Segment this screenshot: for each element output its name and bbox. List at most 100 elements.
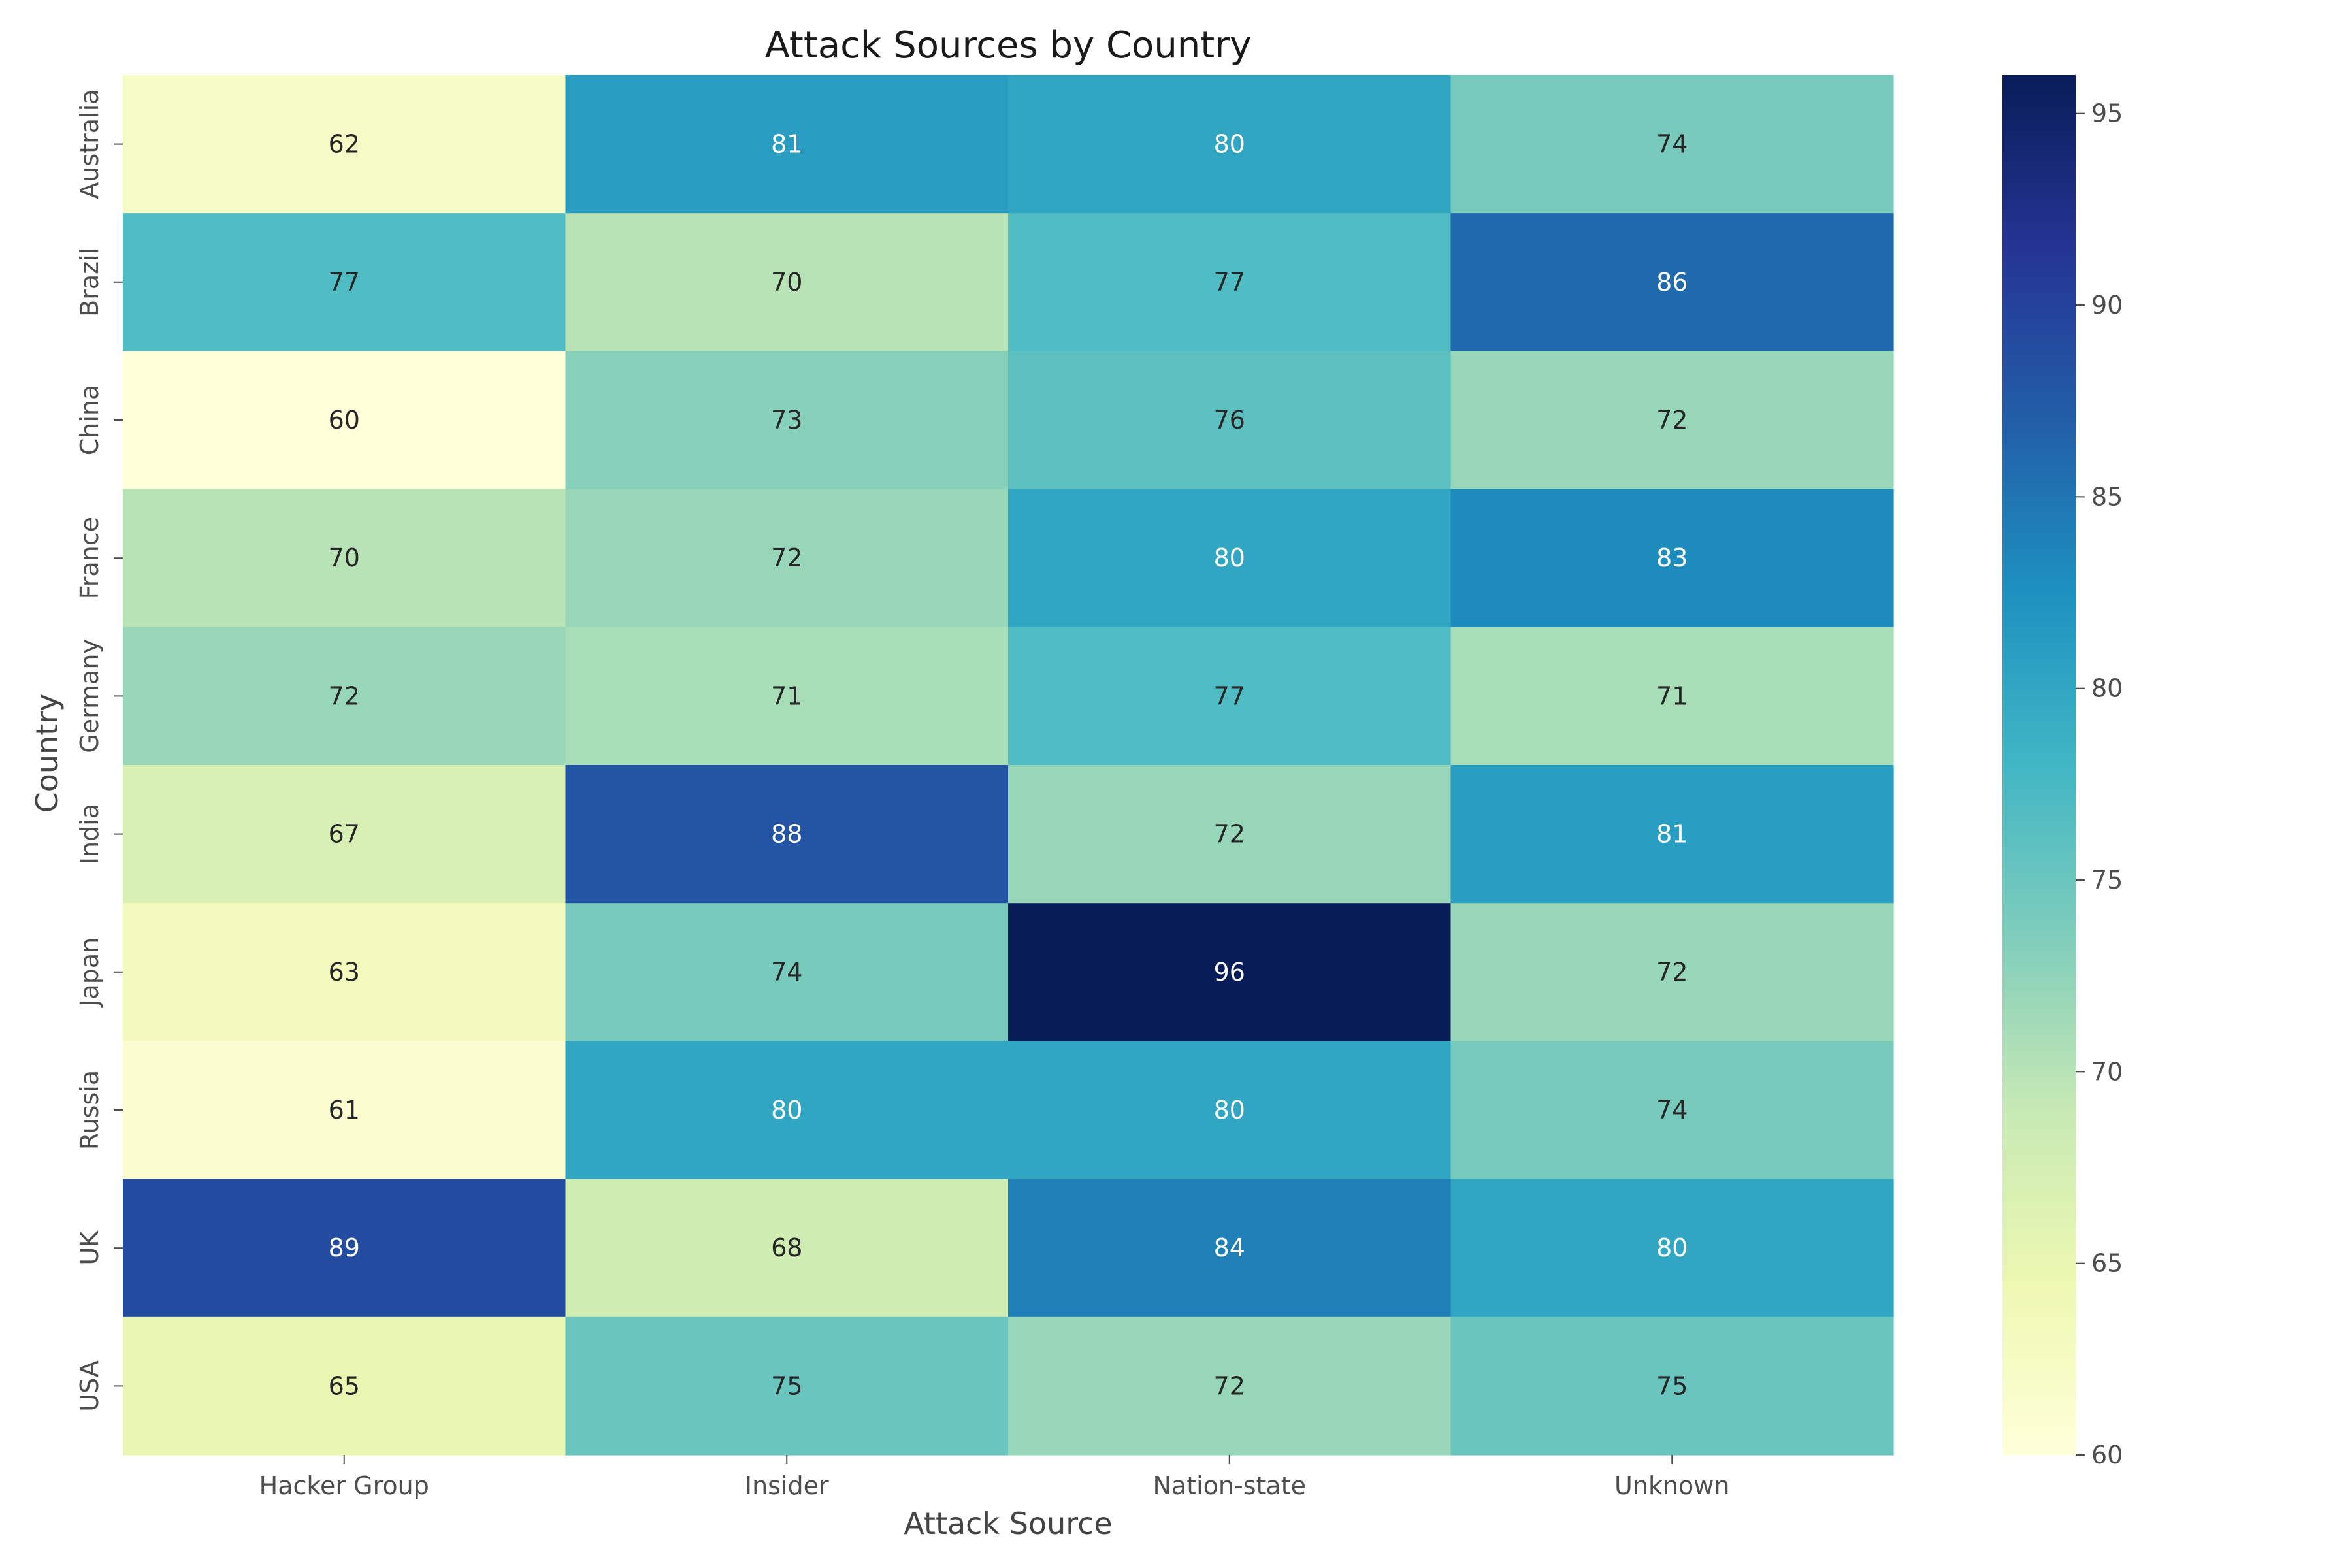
cell-value-label: 74 <box>771 958 802 987</box>
heatmap-cell-germany-insider <box>565 627 1009 766</box>
y-tick-label-japan: Japan <box>75 938 104 1008</box>
x-tick-label-nation-state: Nation-state <box>1153 1471 1306 1500</box>
heatmap-cell-brazil-unknown <box>1450 213 1894 351</box>
cell-value-label: 75 <box>1656 1371 1688 1400</box>
cell-value-label: 72 <box>771 544 802 572</box>
cell-value-label: 80 <box>1214 544 1245 572</box>
heatmap-cell-brazil-hacker-group <box>123 213 566 351</box>
cell-value-label: 74 <box>1656 130 1688 159</box>
heatmap-cell-brazil-nation-state <box>1008 213 1452 351</box>
heatmap-cell-australia-hacker-group <box>123 75 566 214</box>
heatmap-cell-india-unknown <box>1450 765 1894 904</box>
cell-value-label: 75 <box>771 1371 802 1400</box>
cell-value-label: 81 <box>1656 820 1688 849</box>
cell-value-label: 70 <box>329 544 360 572</box>
cell-value-label: 80 <box>1214 130 1245 159</box>
heatmap-cell-uk-nation-state <box>1008 1179 1452 1318</box>
heatmap-cell-japan-nation-state <box>1008 903 1452 1041</box>
colorbar-tick-label-65: 65 <box>2091 1249 2123 1278</box>
cell-value-label: 72 <box>1656 406 1688 434</box>
cell-value-label: 77 <box>1214 681 1245 710</box>
cell-value-label: 72 <box>329 681 360 710</box>
heatmap-cell-india-nation-state <box>1008 765 1452 904</box>
chart-title: Attack Sources by Country <box>765 24 1252 67</box>
y-tick-label-russia: Russia <box>75 1070 104 1150</box>
colorbar-tick-label-80: 80 <box>2091 674 2123 703</box>
x-tick-label-hacker-group: Hacker Group <box>259 1471 429 1500</box>
colorbar-tick-label-75: 75 <box>2091 866 2123 894</box>
heatmap-cell-uk-hacker-group <box>123 1179 566 1318</box>
heatmap-cell-france-nation-state <box>1008 489 1452 628</box>
y-tick-label-australia: Australia <box>75 90 104 199</box>
y-tick-label-germany: Germany <box>75 639 104 753</box>
cell-value-label: 67 <box>329 820 360 849</box>
x-tick-label-unknown: Unknown <box>1614 1471 1729 1500</box>
heatmap-cells: 62 81 80 74 77 70 77 86 60 73 76 72 70 72 80 83 72 71 77 71… <box>123 75 1894 1456</box>
heatmap-cell-uk-unknown <box>1450 1179 1894 1318</box>
heatmap-cell-australia-insider <box>565 75 1009 214</box>
heatmap-cell-usa-hacker-group <box>123 1316 566 1456</box>
colorbar-tick-label-90: 90 <box>2091 291 2123 319</box>
cell-value-label: 60 <box>329 406 360 434</box>
heatmap-cell-russia-nation-state <box>1008 1041 1452 1180</box>
heatmap-cell-uk-insider <box>565 1179 1009 1318</box>
y-tick-label-brazil: Brazil <box>75 248 104 317</box>
cell-value-label: 72 <box>1214 820 1245 849</box>
heatmap-cell-india-hacker-group <box>123 765 566 904</box>
heatmap-cell-germany-nation-state <box>1008 627 1452 766</box>
y-axis-ticks: Australia Brazil China France Germany India Ja… <box>75 90 123 1412</box>
heatmap-cell-japan-unknown <box>1450 903 1894 1041</box>
cell-value-label: 96 <box>1214 958 1245 987</box>
x-axis-label: Attack Source <box>904 1506 1112 1541</box>
cell-value-label: 74 <box>1656 1096 1688 1124</box>
cell-value-label: 84 <box>1214 1233 1245 1262</box>
heatmap-cell-china-insider <box>565 351 1009 490</box>
y-tick-label-france: France <box>75 517 104 599</box>
heatmap-cell-russia-insider <box>565 1041 1009 1180</box>
heatmap-cell-china-hacker-group <box>123 351 566 490</box>
cell-value-label: 72 <box>1214 1371 1245 1400</box>
cell-value-label: 61 <box>329 1096 360 1124</box>
heatmap-cell-japan-insider <box>565 903 1009 1041</box>
heatmap-cell-france-hacker-group <box>123 489 566 628</box>
heatmap-cell-china-nation-state <box>1008 351 1452 490</box>
y-tick-label-usa: USA <box>75 1360 104 1412</box>
heatmap-cell-india-insider <box>565 765 1009 904</box>
cell-value-label: 83 <box>1656 544 1688 572</box>
cell-value-label: 63 <box>329 958 360 987</box>
heatmap-cell-russia-hacker-group <box>123 1041 566 1180</box>
colorbar: 60 65 70 75 80 85 90 95 <box>2002 75 2123 1469</box>
cell-value-label: 89 <box>329 1233 360 1262</box>
heatmap-cell-usa-insider <box>565 1316 1009 1456</box>
cell-value-label: 62 <box>329 130 360 159</box>
x-axis-ticks: Hacker Group Insider Nation-state Unknown <box>259 1455 1729 1500</box>
colorbar-tick-label-70: 70 <box>2091 1057 2123 1086</box>
y-tick-label-uk: UK <box>75 1230 104 1266</box>
colorbar-tick-label-85: 85 <box>2091 482 2123 511</box>
cell-value-label: 86 <box>1656 268 1688 297</box>
cell-value-label: 68 <box>771 1233 802 1262</box>
heatmap-cell-russia-unknown <box>1450 1041 1894 1180</box>
cell-value-label: 71 <box>771 681 802 710</box>
heatmap-cell-australia-unknown <box>1450 75 1894 214</box>
colorbar-tick-label-95: 95 <box>2091 99 2123 128</box>
heatmap-cell-france-insider <box>565 489 1009 628</box>
y-tick-label-china: China <box>75 385 104 456</box>
heatmap-cell-usa-unknown <box>1450 1316 1894 1456</box>
cell-value-label: 73 <box>771 406 802 434</box>
cell-value-label: 65 <box>329 1371 360 1400</box>
x-tick-label-insider: Insider <box>745 1471 829 1500</box>
cell-value-label: 81 <box>771 130 802 159</box>
cell-value-label: 70 <box>771 268 802 297</box>
cell-value-label: 76 <box>1214 406 1245 434</box>
heatmap-cell-france-unknown <box>1450 489 1894 628</box>
heatmap-cell-japan-hacker-group <box>123 903 566 1041</box>
cell-value-label: 80 <box>1656 1233 1688 1262</box>
cell-value-label: 77 <box>329 268 360 297</box>
heatmap-cell-australia-nation-state <box>1008 75 1452 214</box>
heatmap-cell-germany-unknown <box>1450 627 1894 766</box>
heatmap-cell-germany-hacker-group <box>123 627 566 766</box>
cell-value-label: 88 <box>771 820 802 849</box>
